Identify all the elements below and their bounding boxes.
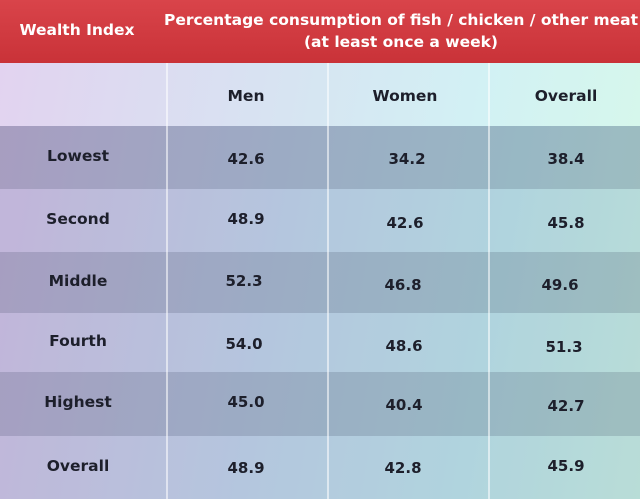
header-band [0, 0, 640, 63]
cell-second-overall: 45.8 [547, 213, 585, 232]
column-divider-3 [488, 63, 490, 499]
cell-fourth-men: 54.0 [225, 334, 263, 353]
cell-highest-women: 40.4 [385, 396, 423, 414]
row-label-lowest: Lowest [47, 146, 109, 165]
column-divider-1 [166, 63, 168, 499]
cell-overall-men: 48.9 [227, 458, 265, 477]
cell-highest-overall: 42.7 [547, 397, 585, 415]
cell-overall-overall: 45.9 [547, 456, 585, 475]
cell-lowest-women: 34.2 [388, 149, 426, 168]
cell-fourth-women: 48.6 [385, 336, 423, 355]
cell-fourth-overall: 51.3 [545, 337, 583, 356]
cell-lowest-men: 42.6 [227, 149, 265, 168]
title-line-1: Percentage consumption of fish / chicken… [163, 11, 639, 29]
cell-middle-men: 52.3 [225, 271, 263, 290]
row-band-fourth [0, 313, 640, 372]
row-band-overall [0, 436, 640, 499]
cell-highest-men: 45.0 [227, 393, 265, 411]
row-band-second [0, 189, 640, 252]
cell-middle-women: 46.8 [384, 275, 422, 294]
column-divider-2 [327, 63, 329, 499]
row-band-lowest [0, 126, 640, 189]
wealth-index-header: Wealth Index [19, 21, 135, 39]
cell-overall-women: 42.8 [384, 458, 422, 477]
cell-lowest-overall: 38.4 [547, 149, 585, 168]
column-header-band [0, 63, 640, 126]
title-line-2: (at least once a week) [303, 33, 499, 51]
row-label-middle: Middle [48, 271, 108, 290]
table-title: Percentage consumption of fish / chicken… [164, 9, 638, 53]
row-label-second: Second [46, 209, 110, 228]
cell-second-men: 48.9 [227, 209, 265, 228]
row-label-fourth: Fourth [49, 331, 107, 350]
row-band-highest [0, 372, 640, 436]
row-band-middle [0, 252, 640, 313]
column-header-overall: Overall [534, 87, 598, 105]
cell-second-women: 42.6 [386, 213, 424, 232]
row-label-highest: Highest [44, 393, 112, 411]
column-header-women: Women [372, 87, 438, 105]
column-header-men: Men [227, 87, 265, 105]
cell-middle-overall: 49.6 [541, 275, 579, 294]
row-label-overall: Overall [46, 456, 110, 475]
